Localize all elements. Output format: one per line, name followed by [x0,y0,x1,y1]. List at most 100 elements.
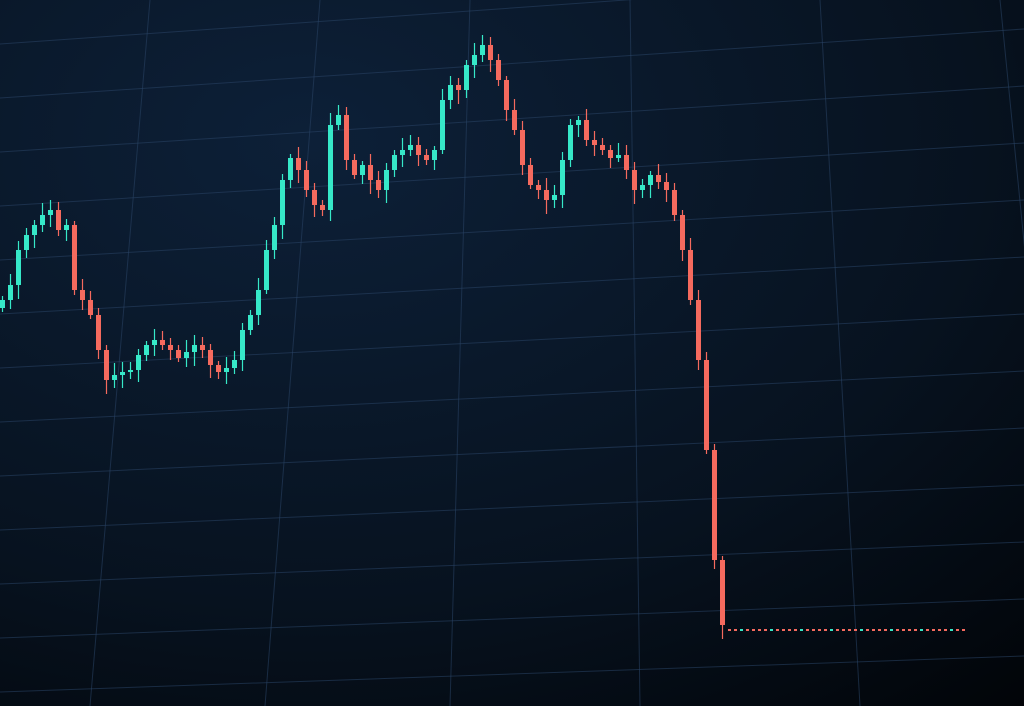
candle-up [48,210,53,215]
candle-down [720,560,725,625]
flat-candle [932,629,935,631]
candle-up [256,290,261,315]
flat-candle [920,629,923,631]
candle-up [112,375,117,380]
candle-up [24,235,29,250]
grid-line-horizontal [0,484,1024,531]
grid-line-horizontal [0,28,1024,99]
grid-line-vertical [819,0,861,706]
candle-down [600,145,605,150]
flat-candle [824,629,827,631]
flat-candle [764,629,767,631]
flat-candle [842,629,845,631]
candle-down [688,250,693,300]
candle-down [368,165,373,180]
candle-up [8,285,13,300]
candle-up [40,215,45,225]
candle-down [216,365,221,372]
candle-down [304,170,309,190]
flat-candle [806,629,809,631]
flat-candle [944,629,947,631]
candle-down [352,160,357,175]
candle-up [288,158,293,180]
candle-up [576,120,581,125]
grid-line-horizontal [0,427,1024,477]
flat-candle [848,629,851,631]
candle-up [272,225,277,250]
candle-up [128,370,133,372]
grid-line-vertical [449,0,471,706]
candle-up [648,175,653,185]
flat-candle [776,629,779,631]
candle-down [376,180,381,190]
candle-up [392,155,397,170]
candle-up [32,225,37,235]
candle-up [480,45,485,55]
candle-down [168,345,173,350]
candle-down [488,45,493,60]
candle-down [520,130,525,165]
candle-up [120,372,125,375]
candle-down [160,340,165,345]
flat-candle [908,629,911,631]
candle-up [464,65,469,90]
candle-down [608,150,613,158]
flat-candle [752,629,755,631]
candles [0,35,965,639]
flat-candle [758,629,761,631]
candle-up [408,145,413,150]
candle-down [96,315,101,350]
candle-down [528,165,533,185]
candle-up [240,330,245,360]
flat-candle [872,629,875,631]
candle-down [208,350,213,365]
candle-up [144,345,149,355]
candle-up [616,155,621,158]
candle-down [72,225,77,290]
candle-up [432,150,437,160]
candle-down [56,210,61,230]
flat-candle [782,629,785,631]
candle-down [104,350,109,380]
candle-down [176,350,181,358]
candle-up [192,345,197,352]
candle-down [504,80,509,110]
flat-candle [770,629,773,631]
flat-candle [740,629,743,631]
candle-up [360,165,365,175]
flat-candle [734,629,737,631]
flat-candle [914,629,917,631]
candle-up [640,185,645,190]
candle-up [472,55,477,65]
candle-up [560,160,565,195]
flat-candle [866,629,869,631]
flat-candle [746,629,749,631]
flat-candle [728,629,731,631]
grid-line-horizontal [0,142,1024,207]
candle-down [544,190,549,200]
candle-down [312,190,317,205]
candle-down [592,140,597,145]
flat-candle [794,629,797,631]
candle-up [328,125,333,210]
grid-line-horizontal [0,370,1024,423]
flat-candle [836,629,839,631]
flat-candle [800,629,803,631]
grid-line-vertical [629,0,641,706]
candle-up [136,355,141,370]
flat-candle [890,629,893,631]
candle-down [296,158,301,170]
candle-down [320,205,325,210]
candle-up [248,315,253,330]
candle-up [184,352,189,358]
flat-candle [950,629,953,631]
candle-down [632,170,637,190]
grid-line-vertical [89,0,151,706]
candle-up [232,360,237,368]
candle-up [384,170,389,190]
candle-down [664,182,669,190]
candle-down [456,85,461,90]
candle-up [568,125,573,160]
flat-candle [860,629,863,631]
